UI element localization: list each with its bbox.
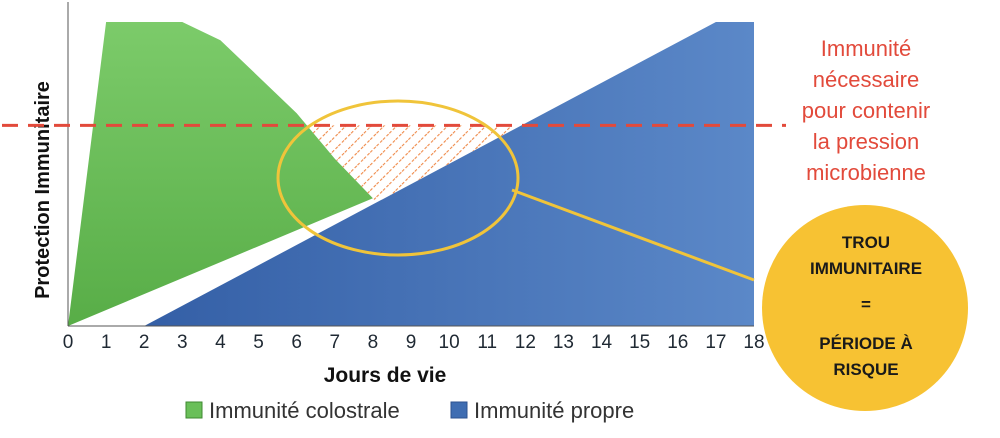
- x-tick-label: 18: [743, 332, 764, 353]
- x-tick-label: 17: [705, 332, 726, 353]
- callout-connector-line: [511, 188, 755, 282]
- x-tick-label: 5: [253, 332, 264, 353]
- legend: Immunité colostrale Immunité propre: [185, 398, 634, 423]
- legend-swatch-propre: [450, 401, 468, 419]
- x-tick-label: 4: [215, 332, 226, 353]
- x-axis-title: Jours de vie: [324, 364, 447, 387]
- hatched-gap-area: [296, 125, 511, 203]
- threshold-annotation: Immunité nécessaire pour contenir la pressi…: [802, 36, 930, 185]
- threshold-annotation-line: microbienne: [806, 160, 926, 185]
- threshold-annotation-line: Immunité: [821, 36, 911, 61]
- x-tick-labels: 0 1 2 3 4 5 6 7 8 9 10 11 12 13 14 15 16 17 18: [63, 332, 765, 353]
- immune-gap-highlight-ellipse: [276, 99, 520, 257]
- risk-badge-line: TROU: [842, 233, 890, 252]
- threshold-annotation-line: la pression: [813, 129, 919, 154]
- risk-badge-line: RISQUE: [833, 360, 898, 379]
- risk-badge-line: =: [861, 295, 871, 314]
- x-tick-label: 3: [177, 332, 188, 353]
- x-tick-label: 16: [667, 332, 688, 353]
- legend-swatch-colostrale: [185, 401, 203, 419]
- risk-badge: [762, 205, 968, 411]
- x-tick-label: 7: [329, 332, 340, 353]
- risk-badge-line: IMMUNITAIRE: [810, 259, 922, 278]
- legend-label-propre: Immunité propre: [474, 398, 634, 423]
- x-tick-label: 15: [629, 332, 650, 353]
- x-tick-label: 11: [477, 332, 497, 353]
- threshold-annotation-line: pour contenir: [802, 98, 930, 123]
- x-tick-label: 8: [368, 332, 379, 353]
- x-tick-label: 2: [139, 332, 150, 353]
- x-tick-label: 14: [591, 332, 613, 353]
- x-tick-label: 9: [406, 332, 417, 353]
- x-tick-label: 1: [101, 332, 112, 353]
- x-tick-label: 13: [553, 332, 574, 353]
- x-tick-label: 0: [63, 332, 74, 353]
- risk-badge-line: PÉRIODE À: [819, 334, 913, 353]
- series-area-propre: [144, 22, 754, 326]
- risk-badge-text: TROU IMMUNITAIRE = PÉRIODE À RISQUE: [810, 233, 922, 379]
- threshold-annotation-line: nécessaire: [813, 67, 919, 92]
- series-area-colostrale: [68, 22, 373, 326]
- x-tick-label: 12: [515, 332, 536, 353]
- x-tick-label: 6: [291, 332, 302, 353]
- x-tick-label: 10: [439, 332, 460, 353]
- legend-label-colostrale: Immunité colostrale: [209, 398, 400, 423]
- y-axis-title: Protection Immunitaire: [32, 81, 54, 299]
